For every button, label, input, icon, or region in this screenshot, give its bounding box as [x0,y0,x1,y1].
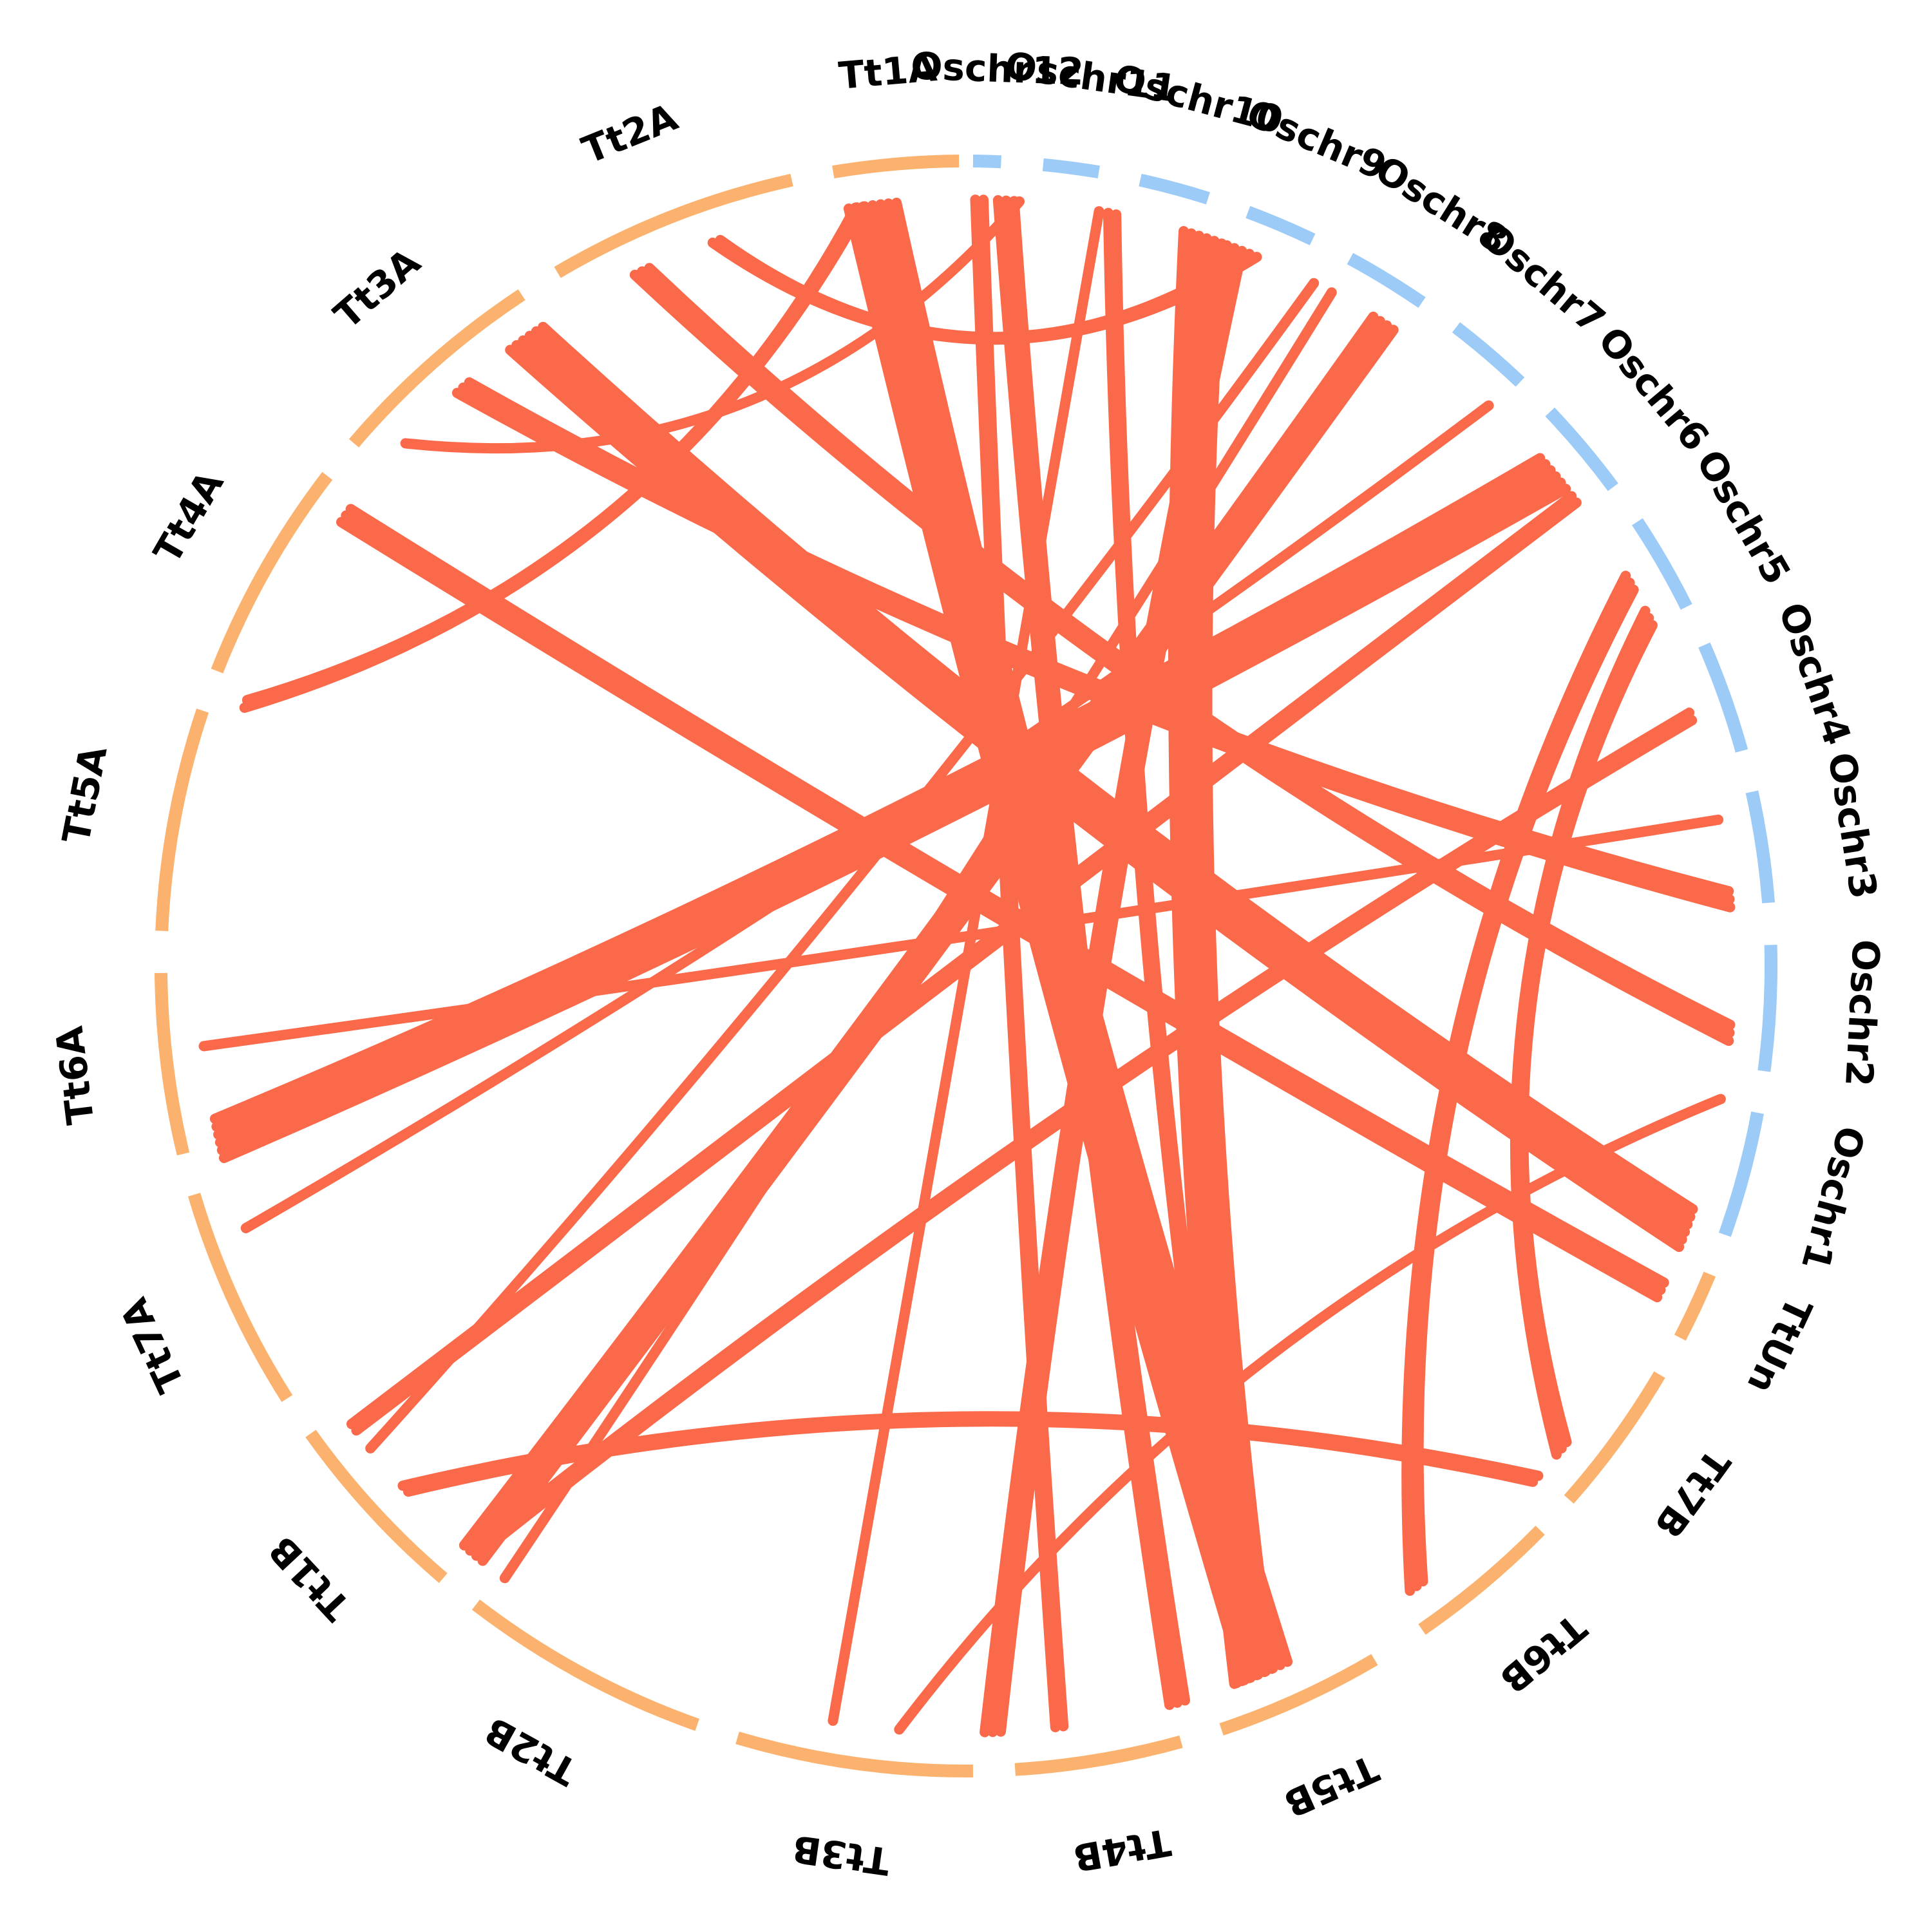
link-oschr7-tt1b-1 [365,278,1320,1454]
link-oschr1-tt3a-5 [531,326,1696,1222]
label-tt6a: Tt6A [47,1024,102,1127]
label-tt4b: Tt4B [1070,1820,1173,1880]
link-tt2a-oschr9-2 [707,237,1262,345]
label-oschr6: Oschr6 [1589,319,1718,460]
arc-tt5b [1219,1654,1378,1736]
arc-oschr9 [1245,205,1316,245]
label-tt1b: Tt1B [260,1528,359,1629]
arc-tt3b [735,1731,973,1778]
link-oschr5-tt7a-6 [209,453,1546,1124]
arc-oschr12 [972,155,1001,169]
link-oschr5-tt1b-2 [346,491,1577,1430]
link-tt1a-tt5b-7 [843,204,1249,1686]
arc-oschr10 [1139,173,1210,205]
arc-tt1b [305,1430,448,1584]
arc-oschr2 [1757,945,1778,1072]
link-tt1a-tt5b-3 [875,199,1278,1674]
link-oschr7-tt2b-1 [477,325,1399,1566]
arc-tt2b [471,1599,700,1731]
link-oschr4-tt6a-1 [198,814,1724,1052]
link-tt1a-tt5a-2 [242,202,861,706]
link-tt7b-tt1b-1 [403,1416,1539,1497]
label-oschr4: Oschr4 [1770,597,1860,750]
link-oschr2-tt2a-3 [644,263,1736,1030]
link-tt1a-tt5b-5 [859,201,1264,1680]
link-oschr1-tt4a-2 [341,510,1666,1295]
arc-oschr11 [1042,158,1100,178]
arc-oschr5 [1632,518,1692,610]
link-oschr1-tt4a-1 [336,516,1663,1303]
label-oschr3: Oschr3 [1819,750,1886,902]
link-tt1a-tt5b-1 [891,197,1293,1667]
label-ttun: TtUn [1739,1291,1821,1400]
arc-tt7b [1564,1371,1665,1504]
label-tt2b: Tt2B [477,1709,584,1794]
link-oschr1-tt4a-3 [345,504,1669,1288]
arc-tt2a [554,173,793,278]
link-tt6b-oschr5-3 [1413,584,1639,1587]
label-oschr5: Oschr5 [1688,442,1799,592]
arc-tt4a [211,471,333,674]
arc-tt4b [1014,1735,1183,1776]
link-oschr1-tt3a-1 [505,345,1685,1253]
label-tt1a: Tt1A [837,46,939,98]
label-tt7a: Tt7A [112,1291,193,1399]
link-oschr12-tt4b-2 [970,194,1061,1732]
link-oschr9-tt5b-2 [1195,236,1270,1678]
label-tt3a: Tt3A [326,240,429,337]
arc-tt7a [187,1193,293,1402]
link-oschr5-tt7a-2 [216,477,1566,1155]
arc-tt5a [155,708,209,931]
chromosome-arcs [155,155,1778,1778]
link-oschr1-tt3a-4 [524,330,1693,1230]
link-oschr5-tt7a-5 [211,459,1551,1132]
link-oschr9-tt4b-1 [996,245,1247,1737]
link-tt1a-tt5b-6 [851,202,1256,1683]
arc-oschr7 [1452,322,1525,387]
label-tt5b: Tt5B [1278,1746,1385,1826]
link-oschr9-tt5b-1 [1202,238,1277,1674]
link-oschr1-tt3a-3 [518,335,1690,1237]
label-oschr2: Oschr2 [1837,938,1888,1088]
synteny-links [198,194,1736,1738]
arc-oschr4 [1698,642,1748,753]
link-oschr12-tt4a-1 [400,196,1025,454]
label-tt6b: Tt6B [1492,1605,1595,1702]
link-oschr5-tt7a-3 [214,471,1561,1148]
label-oschr12: Oschr12 [910,44,1084,93]
arc-oschr8 [1347,252,1426,308]
link-oschr5-tt7a-4 [213,465,1556,1140]
link-oschr12-tt4b-1 [978,194,1069,1732]
link-oschr7-tt2b-4 [459,311,1379,1551]
arc-oschr1 [1718,1111,1764,1237]
label-tt4a: Tt4A [145,464,232,571]
link-oschr5-tt1b-1 [351,497,1582,1436]
link-oschr2-tt2a-2 [637,266,1735,1038]
arc-oschr3 [1745,790,1776,904]
label-tt7b: Tt7B [1646,1441,1739,1546]
label-tt5a: Tt5A [54,743,116,848]
arc-tt6a [155,972,190,1156]
link-tt7b-oschr4-3 [1518,620,1658,1448]
link-oschr1-tt3a-2 [511,340,1687,1245]
link-tt1a-tt5b-4 [867,200,1271,1677]
arc-tt1a [832,155,960,178]
label-oschr8: Oschr8 [1368,147,1516,263]
label-oschr1: Oschr1 [1793,1122,1873,1275]
arc-ttun [1674,1271,1716,1341]
label-tt2a: Tt2A [576,95,683,172]
arc-tt6b [1418,1526,1545,1635]
arc-tt3a [348,289,526,448]
link-tt1a-tt5b-2 [883,198,1285,1671]
arc-oschr6 [1545,407,1618,491]
link-tt7b-tt1b-2 [397,1411,1544,1491]
link-oschr1-tt3a-6 [538,321,1698,1215]
label-tt3b: Tt3B [790,1826,893,1883]
link-oschr2-tt2a-1 [629,269,1734,1046]
